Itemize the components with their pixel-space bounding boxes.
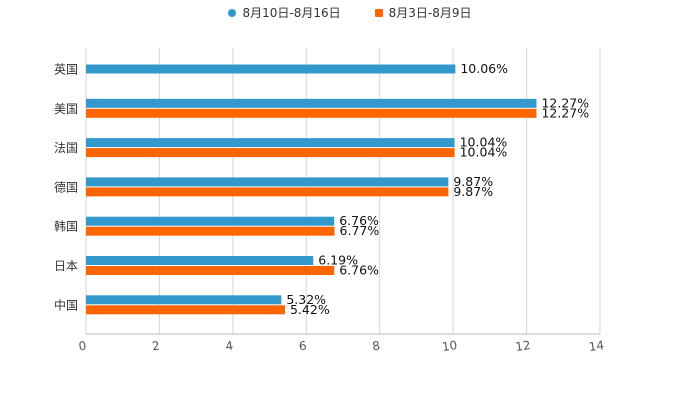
x-tick-label: 14 [588, 338, 605, 354]
bar-series-2 [86, 108, 537, 118]
legend-marker-series-2 [374, 8, 383, 17]
data-label: 6.76% [339, 263, 379, 278]
legend-marker-series-1 [228, 8, 237, 17]
data-label: 10.06% [460, 61, 508, 76]
bar-series-2 [86, 226, 335, 236]
bar-series-1 [86, 216, 335, 226]
category-label: 韩国 [54, 219, 78, 234]
x-tick-label: 0 [78, 339, 88, 354]
x-tick-label: 2 [151, 339, 161, 354]
bar-series-2 [86, 305, 285, 315]
category-label: 美国 [54, 102, 78, 116]
legend: 8月10日-8月16日 8月3日-8月9日 [0, 4, 700, 21]
data-label: 6.76% [339, 213, 379, 228]
data-label: 6.77% [340, 223, 380, 238]
x-tick-label: 6 [298, 339, 308, 354]
category-label: 日本 [54, 259, 78, 273]
bar-series-1 [86, 295, 282, 305]
bar-series-2 [86, 187, 449, 197]
category-label: 英国 [54, 63, 78, 77]
category-label: 德国 [54, 179, 78, 194]
data-label: 6.19% [318, 253, 358, 268]
bar-series-2 [86, 148, 455, 158]
bar-series-1 [86, 256, 314, 265]
x-tick-label: 4 [225, 339, 235, 354]
data-label: 12.27% [541, 95, 589, 110]
data-label: 9.87% [453, 174, 493, 189]
data-label: 12.27% [541, 105, 589, 120]
category-label: 法国 [54, 141, 78, 155]
legend-label-series-1: 8月10日-8月16日 [242, 6, 341, 20]
x-tick-label: 12 [514, 338, 531, 354]
bar-series-1 [86, 138, 455, 148]
x-tick-label: 10 [441, 338, 458, 354]
category-label: 中国 [54, 297, 78, 312]
legend-label-series-2: 8月3日-8月9日 [388, 6, 472, 20]
data-label: 5.32% [286, 292, 326, 307]
data-label: 9.87% [453, 184, 493, 199]
bar-series-2 [86, 266, 335, 275]
data-label: 5.42% [290, 302, 330, 317]
x-tick-label: 8 [371, 339, 381, 354]
data-label: 10.04% [460, 145, 508, 160]
legend-item-series-1[interactable]: 8月10日-8月16日 [228, 4, 341, 21]
data-label: 10.04% [460, 135, 508, 150]
bar-series-1 [86, 98, 537, 108]
legend-item-series-2[interactable]: 8月3日-8月9日 [374, 4, 472, 21]
bar-series-1 [86, 64, 456, 74]
bar-series-1 [86, 177, 449, 187]
